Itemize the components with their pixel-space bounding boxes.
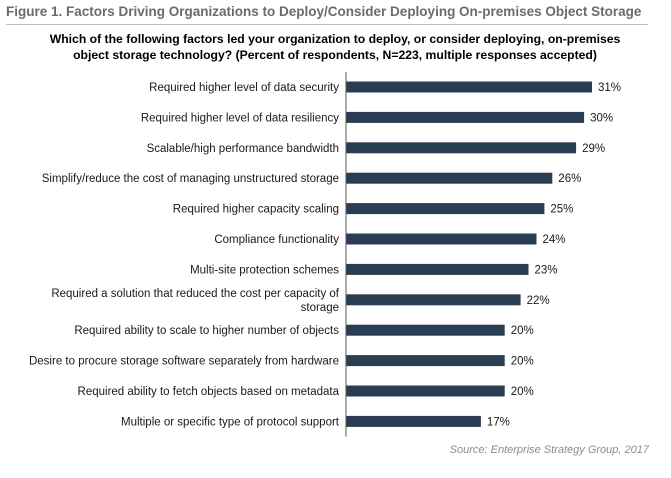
- category-label: Required higher level of data security: [149, 82, 339, 94]
- bar: [346, 263, 529, 275]
- category-label: Simplify/reduce the cost of managing uns…: [42, 173, 339, 185]
- value-label: 17%: [487, 416, 510, 428]
- bar: [346, 355, 505, 367]
- value-label: 29%: [582, 143, 605, 155]
- category-label: Required a solution that reduced the cos…: [51, 288, 339, 300]
- category-label: Required higher capacity scaling: [173, 204, 339, 216]
- survey-question-line-1: Which of the following factors led your …: [49, 32, 621, 46]
- value-label: 30%: [590, 112, 613, 124]
- source-note: Source: Enterprise Strategy Group, 2017: [449, 444, 649, 456]
- survey-question: Which of the following factors led your …: [40, 31, 630, 63]
- category-label: Required ability to fetch objects based …: [78, 386, 340, 398]
- value-label: 26%: [558, 173, 581, 185]
- category-label: Desire to procure storage software separ…: [29, 356, 339, 368]
- value-label: 20%: [511, 356, 534, 368]
- value-label: 24%: [543, 234, 566, 246]
- category-label: Required higher level of data resiliency: [141, 112, 339, 124]
- bar: [346, 294, 521, 306]
- bar: [346, 172, 553, 184]
- bar: [346, 385, 505, 397]
- title-divider: [6, 24, 648, 25]
- category-label: Compliance functionality: [214, 234, 339, 246]
- bar: [346, 142, 577, 154]
- value-label: 31%: [598, 82, 621, 94]
- survey-question-line-2: object storage technology? (Percent of r…: [73, 48, 597, 62]
- bar: [346, 324, 505, 336]
- bar: [346, 233, 537, 245]
- bar: [346, 415, 481, 427]
- category-label: Multiple or specific type of protocol su…: [121, 416, 340, 428]
- value-label: 20%: [511, 325, 534, 337]
- value-label: 25%: [550, 204, 573, 216]
- category-label: Multi-site protection schemes: [190, 264, 339, 276]
- bar: [346, 111, 585, 123]
- figure-title: Figure 1. Factors Driving Organizations …: [6, 4, 642, 19]
- value-label: 23%: [535, 264, 558, 276]
- category-label: Scalable/high performance bandwidth: [147, 143, 339, 155]
- value-label: 22%: [527, 295, 550, 307]
- category-label: Required ability to scale to higher numb…: [74, 325, 339, 337]
- category-label: storage: [301, 302, 339, 314]
- value-label: 20%: [511, 386, 534, 398]
- bar: [346, 81, 592, 93]
- bar: [346, 203, 545, 215]
